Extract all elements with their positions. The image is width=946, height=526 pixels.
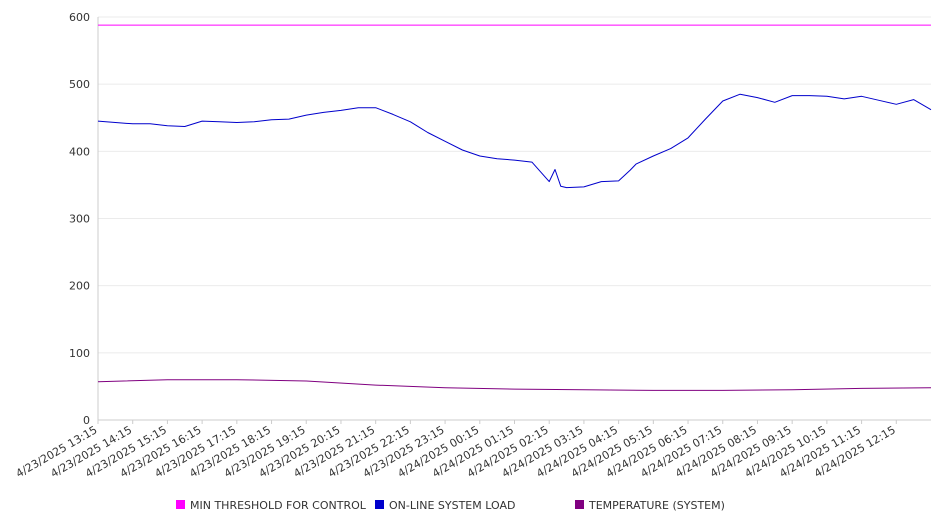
legend-swatch xyxy=(375,500,384,509)
y-tick-labels: 0 100 200 300 400 500 600 xyxy=(69,11,90,427)
axes xyxy=(97,17,931,424)
legend-swatch xyxy=(575,500,584,509)
legend: MIN THRESHOLD FOR CONTROL ON-LINE SYSTEM … xyxy=(176,499,725,512)
legend-label: MIN THRESHOLD FOR CONTROL xyxy=(190,499,367,512)
y-tick-label: 0 xyxy=(83,414,90,427)
series-line-1 xyxy=(97,93,932,189)
series-line-2 xyxy=(97,379,932,391)
series-lines xyxy=(97,24,932,391)
y-tick-label: 500 xyxy=(69,78,90,91)
y-tick-label: 200 xyxy=(69,280,90,293)
y-tick-label: 300 xyxy=(69,213,90,226)
grid-lines xyxy=(98,16,931,354)
y-tick-label: 600 xyxy=(69,11,90,24)
y-tick-label: 400 xyxy=(69,145,90,158)
y-tick-label: 100 xyxy=(69,347,90,360)
legend-label: ON-LINE SYSTEM LOAD xyxy=(389,499,515,512)
x-tick-labels: 4/23/2025 13:154/23/2025 14:154/23/2025 … xyxy=(14,423,898,480)
legend-label: TEMPERATURE (SYSTEM) xyxy=(588,499,725,512)
legend-swatch xyxy=(176,500,185,509)
